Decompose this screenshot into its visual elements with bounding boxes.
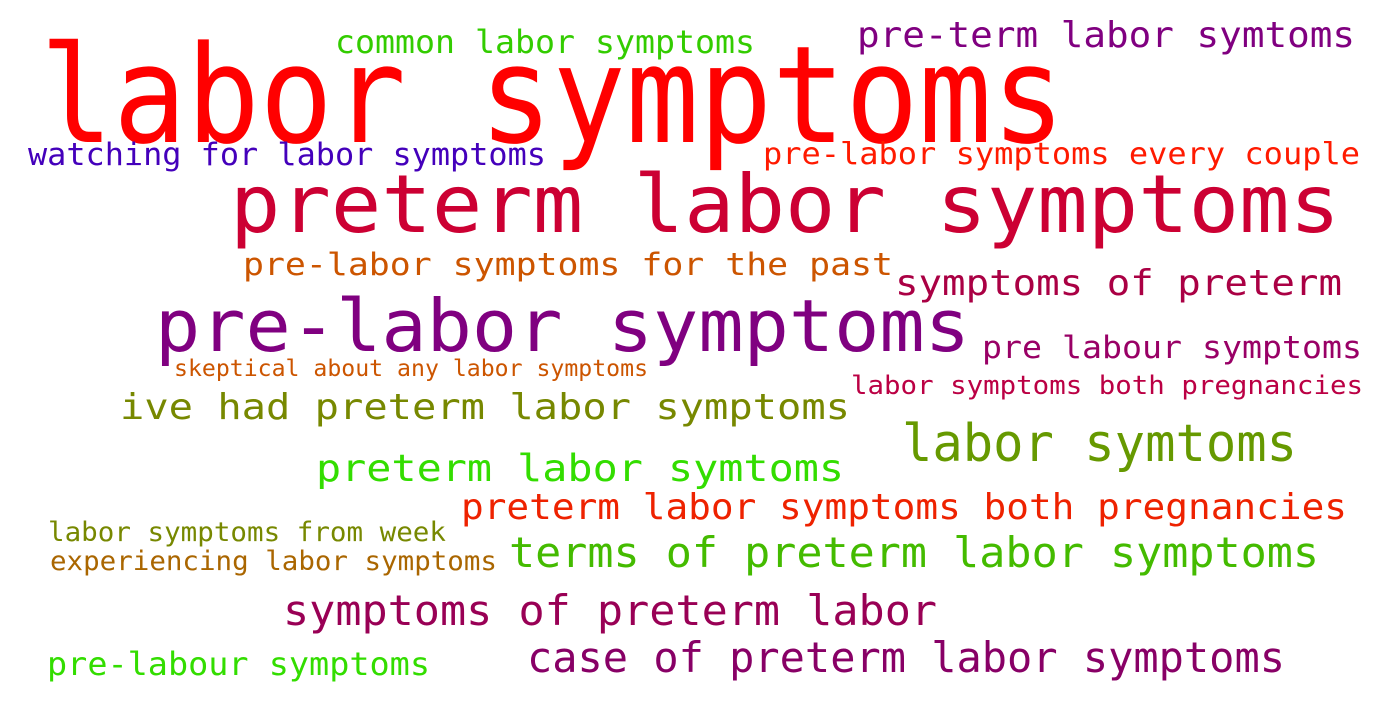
- word-preterm-labor-symptoms: preterm labor symptoms: [230, 158, 1341, 251]
- word-case-of-preterm-labor-symptoms: case of preterm labor symptoms: [527, 633, 1285, 682]
- word-ive-had-preterm-labor-symptoms: ive had preterm labor symptoms: [120, 387, 851, 428]
- word-experiencing-labor-symptoms: experiencing labor symptoms: [50, 546, 497, 577]
- word-symptoms-of-preterm: symptoms of preterm: [895, 263, 1342, 304]
- word-labor-symptoms-both-pregnancies: labor symptoms both pregnancies: [851, 371, 1364, 401]
- word-pre-labour-symptoms-hyphen: pre-labour symptoms: [47, 645, 430, 683]
- word-pre-labor-symptoms-for-the-past: pre-labor symptoms for the past: [243, 247, 893, 283]
- word-pre-labour-symptoms: pre labour symptoms: [982, 330, 1362, 366]
- word-labor-symptoms: labor symptoms: [40, 17, 1066, 174]
- word-pre-labor-symptoms-every-couple: pre-labor symptoms every couple: [763, 137, 1360, 172]
- word-symptoms-of-preterm-labor: symptoms of preterm labor: [283, 586, 938, 635]
- word-labor-symtoms: labor symtoms: [902, 414, 1297, 474]
- word-watching-for-labor-symptoms: watching for labor symptoms: [28, 137, 546, 173]
- word-common-labor-symptoms: common labor symptoms: [335, 23, 755, 61]
- word-terms-of-preterm-labor-symptoms: terms of preterm labor symptoms: [509, 528, 1319, 577]
- word-preterm-labor-symtoms: preterm labor symtoms: [316, 447, 845, 490]
- word-preterm-labor-symptoms-both-pregnancies: preterm labor symptoms both pregnancies: [461, 487, 1348, 528]
- word-pre-labor-symptoms: pre-labor symptoms: [155, 284, 970, 368]
- word-labor-symptoms-from-week: labor symptoms from week: [48, 517, 446, 548]
- word-pre-term-labor-symtoms: pre-term labor symtoms: [857, 15, 1355, 56]
- word-skeptical-about-any-labor-symptoms: skeptical about any labor symptoms: [174, 356, 649, 382]
